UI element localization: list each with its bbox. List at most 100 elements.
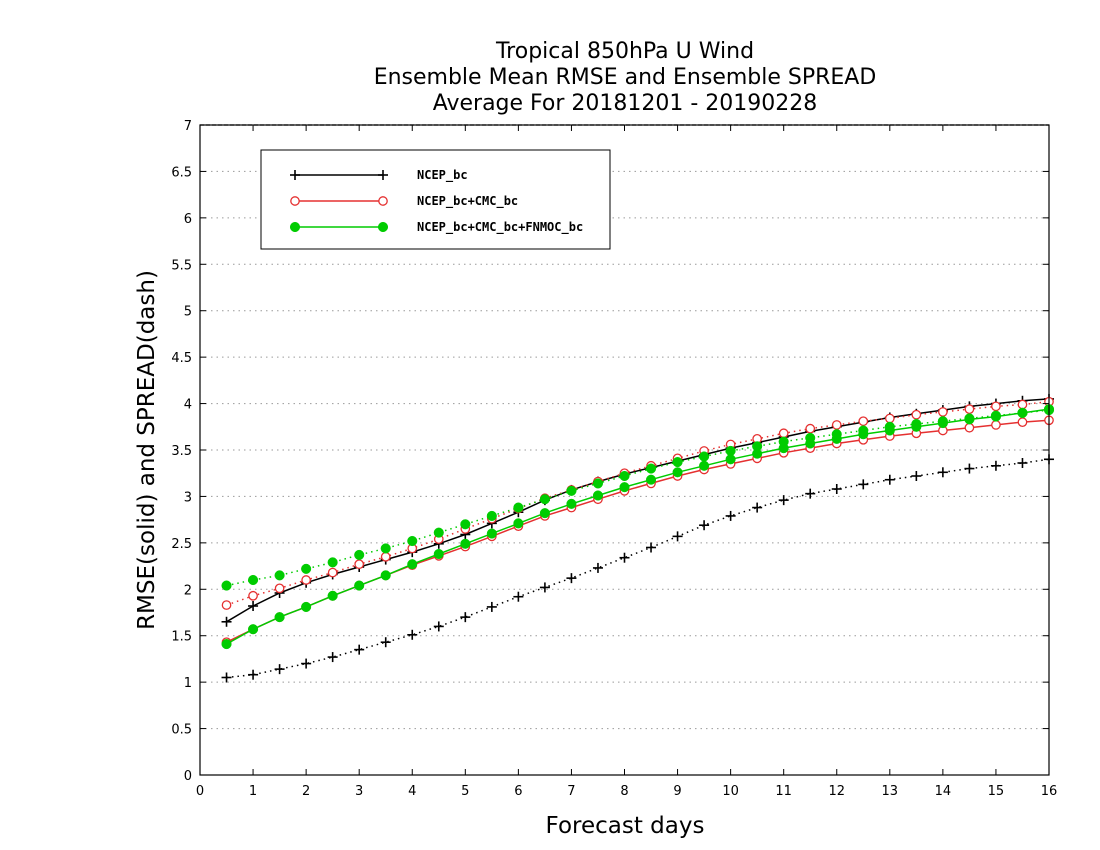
series-3-rmse-line: [226, 408, 1050, 645]
series-3-spread-point: [460, 519, 471, 530]
series-3-spread-point: [301, 563, 312, 574]
y-tick-label: 4.5: [171, 351, 192, 366]
series-1-spread-point: [858, 479, 869, 490]
series-layer: [221, 393, 1055, 683]
x-tick-label: 8: [620, 784, 628, 799]
series-1-spread-point: [221, 672, 232, 683]
series-2-spread-point: [938, 407, 948, 417]
series-3-spread-point: [619, 470, 630, 482]
series-3-rmse-point: [964, 414, 975, 425]
series-3-rmse-point: [672, 467, 683, 478]
series-1-spread-point: [831, 484, 842, 494]
series-1-spread-point: [460, 612, 471, 623]
series-3-spread-line: [226, 409, 1050, 587]
series-3-rmse-point: [805, 438, 816, 449]
series-3-rmse-point: [354, 580, 365, 591]
series-3-spread-point: [407, 535, 418, 547]
y-tick-label: 5: [184, 305, 192, 320]
series-3-rmse-point: [539, 508, 550, 519]
series-2-spread-point: [778, 428, 789, 439]
series-3-spread-point: [354, 549, 365, 560]
legend-marker: [378, 170, 388, 180]
x-tick-label: 13: [882, 784, 899, 799]
series-2-spread-point: [248, 590, 258, 601]
series-3-spread-point: [566, 485, 577, 496]
series-3-rmse-point: [460, 538, 471, 549]
series-2-spread-point: [380, 551, 391, 562]
series-1-spread-point: [380, 637, 391, 648]
series-3-rmse-point: [1017, 407, 1028, 418]
series-1-rmse-point: [248, 601, 259, 611]
series-2-spread-point: [354, 559, 365, 570]
series-1-spread-point: [672, 531, 683, 542]
x-tick-label: 6: [514, 784, 522, 799]
series-1-spread-point: [778, 495, 789, 506]
series-1-spread-point: [964, 463, 975, 474]
series-3-rmse-point: [433, 548, 444, 560]
series-3-rmse-point: [645, 474, 657, 485]
series-3-rmse-point: [990, 411, 1001, 422]
series-2-spread-point: [831, 420, 842, 430]
series-3-rmse-point: [274, 612, 285, 623]
series-2-spread-point: [274, 583, 285, 594]
series-2-rmse-point: [964, 422, 975, 433]
series-1-spread-point: [513, 591, 524, 602]
series-3-rmse-point: [884, 425, 895, 436]
series-3-rmse-point: [221, 639, 232, 650]
legend: NCEP_bc NCEP_bc+CMC_bc NCEP_bc+CMC_bc+FNMO…: [260, 149, 611, 250]
series-3-rmse-point: [486, 528, 497, 539]
series-1-spread-point: [646, 542, 657, 553]
series-3-spread-point: [274, 570, 285, 581]
y-tick-label: 0: [184, 769, 192, 784]
series-2-spread-point: [884, 413, 895, 424]
x-tick-label: 3: [355, 784, 363, 799]
y-tick-label: 4: [184, 398, 192, 413]
series-1-spread-point: [248, 669, 259, 680]
series-3-rmse-point: [592, 490, 604, 501]
series-1-spread-point: [274, 664, 285, 675]
x-axis-title: Forecast days: [546, 813, 705, 839]
y-tick-label: 6: [184, 212, 192, 227]
series-1-spread-point: [301, 658, 312, 669]
series-3-rmse-point: [911, 421, 922, 432]
y-tick-label: 1: [184, 676, 192, 691]
series-3-spread-point: [380, 543, 391, 554]
series-2-rmse-point: [991, 420, 1001, 430]
series-1: [221, 393, 1054, 683]
legend-item-2: NCEP_bc+CMC_bc: [290, 194, 518, 209]
series-1-spread-point: [1017, 458, 1028, 468]
series-3-rmse-point: [407, 559, 418, 570]
legend-marker: [290, 170, 300, 180]
series-3-rmse-point: [937, 418, 948, 429]
series-3-rmse-point: [619, 482, 630, 493]
series-1-spread-point: [433, 621, 444, 632]
series-1-spread-point: [699, 520, 710, 531]
y-axis-title: RMSE(solid) and SPREAD(dash): [134, 270, 160, 630]
series-1-spread-point: [805, 488, 816, 499]
legend-marker: [378, 196, 388, 206]
legend-label: NCEP_bc+CMC_bc: [417, 194, 518, 209]
x-tick-label: 0: [196, 784, 204, 799]
series-1-spread-point: [354, 644, 365, 655]
x-tick-label: 15: [988, 784, 1005, 799]
y-tick-label: 2: [184, 583, 192, 598]
y-tick-label: 6.5: [171, 165, 192, 180]
series-3-rmse-point: [778, 443, 789, 454]
x-tick-label: 7: [567, 784, 575, 799]
series-2-spread-point: [991, 401, 1001, 412]
series-2-spread-point: [964, 404, 975, 414]
x-tick-label: 5: [461, 784, 469, 799]
chart-title-line-3: Average For 20181201 - 20190228: [433, 91, 818, 116]
y-tick-label: 0.5: [171, 723, 192, 738]
x-tick-label: 14: [935, 784, 952, 799]
series-1-spread-point: [990, 460, 1001, 471]
series-1-spread-point: [937, 467, 948, 478]
series-1-spread-point: [486, 601, 497, 612]
series-2-spread-point: [327, 567, 338, 578]
legend-item-3: NCEP_bc+CMC_bc+FNMOC_bc: [289, 220, 583, 235]
series-1-spread-point: [566, 573, 577, 584]
series-1-spread-point: [619, 552, 630, 563]
series-3-spread-point: [486, 510, 497, 521]
series-3-spread-point: [327, 557, 338, 568]
